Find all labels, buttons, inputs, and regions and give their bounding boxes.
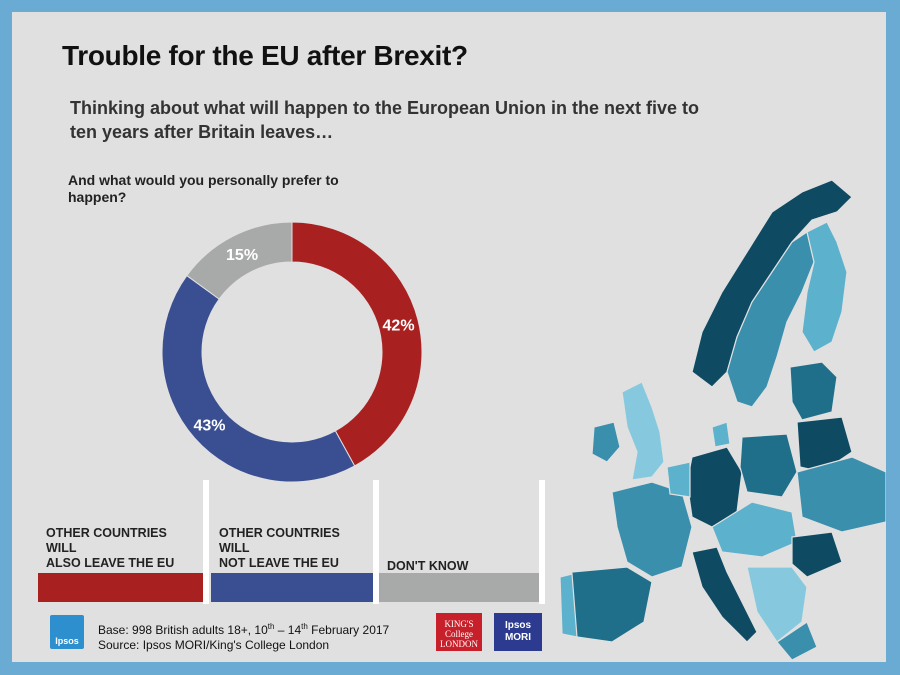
legend-label: OTHER COUNTRIES WILL NOT LEAVE THE EU [219,526,340,570]
legend-swatch [379,573,545,602]
map-baltics [789,361,838,421]
legend-item-not-leave: OTHER COUNTRIES WILL NOT LEAVE THE EU [211,480,377,604]
divider [203,480,209,604]
map-poland [739,433,798,498]
map-sweden [726,231,815,408]
legend-swatch [211,573,377,602]
legend-label: DON'T KNOW [387,559,469,573]
donut-chart: 42% 43% 15% [161,221,423,483]
kings-college-logo: KING'S College LONDON [436,613,482,651]
legend-item-dont-know: DON'T KNOW [379,480,545,604]
map-balkans [746,566,808,643]
map-ukraine [796,456,886,533]
map-italy [691,546,758,643]
map-portugal [559,573,578,638]
map-uk [621,381,665,481]
map-benelux [666,461,691,498]
europe-map [559,179,886,661]
map-romania [791,531,843,578]
slice-dont-know [186,221,293,300]
legend-item-also-leave: OTHER COUNTRIES WILL ALSO LEAVE THE EU [38,480,204,604]
base-line: Base: 998 British adults 18+, 10th – 14t… [98,622,390,637]
ipsos-mori-logo: Ipsos MORI [494,613,542,651]
page-title: Trouble for the EU after Brexit? [62,40,468,71]
source-line: Source: Ipsos MORI/King's College London [98,638,330,652]
legend-label: OTHER COUNTRIES WILL ALSO LEAVE THE EU [46,526,175,570]
source-note: Base: 998 British adults 18+, 10th – 14t… [98,619,389,653]
slice-label: 43% [193,418,225,435]
map-spain [566,566,653,643]
map-denmark [711,421,731,448]
question-text: And what would you personally prefer to … [68,172,339,205]
subtitle: Thinking about what will happen to the E… [70,98,699,142]
slice-label: 15% [226,247,258,264]
ipsos-logo: Ipsos [50,615,84,649]
legend-swatch [38,573,204,602]
divider [539,480,545,604]
map-france [611,481,693,578]
divider [373,480,379,604]
slice-also-leave [291,221,423,467]
slice-label: 42% [383,318,415,335]
slice-not-leave [161,274,356,483]
map-finland [801,221,848,353]
slide: Trouble for the EU after Brexit? Thinkin… [12,12,886,662]
map-greece [776,621,818,661]
map-ireland [591,421,621,463]
